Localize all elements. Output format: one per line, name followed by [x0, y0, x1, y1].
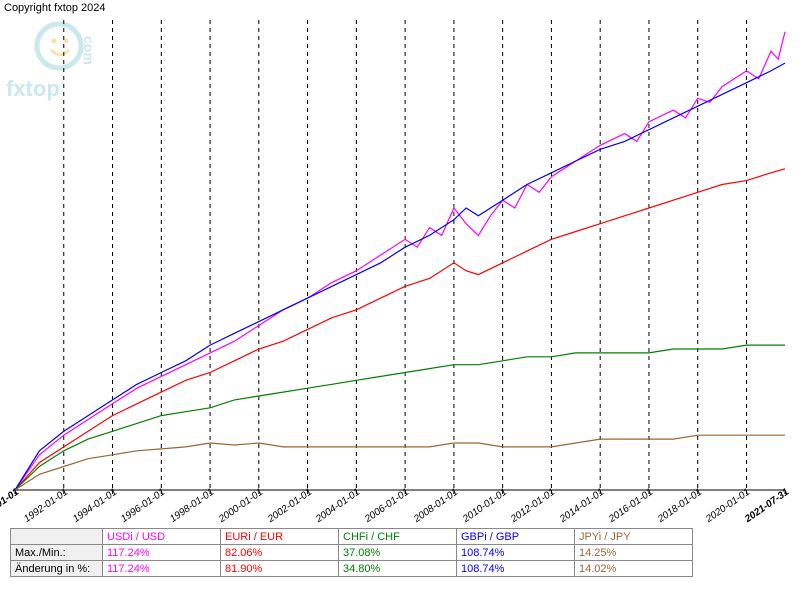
summary-table: USDi / USDEURi / EURCHFi / CHFGBPi / GBP… — [10, 528, 693, 577]
table-row-label — [11, 529, 103, 545]
currency-chart — [10, 15, 790, 495]
table-cell: 81.90% — [221, 561, 339, 577]
table-cell: 14.02% — [575, 561, 693, 577]
copyright-text: Copyright fxtop 2024 — [4, 2, 106, 14]
table-row-label: Änderung in %: — [11, 561, 103, 577]
table-cell: 34.80% — [339, 561, 457, 577]
table-cell: 117.24% — [103, 561, 221, 577]
table-row-label: Max./Min.: — [11, 545, 103, 561]
table-cell: 108.74% — [457, 561, 575, 577]
table-cell: 108.74% — [457, 545, 575, 561]
table-cell: 14.25% — [575, 545, 693, 561]
table-cell: 37.08% — [339, 545, 457, 561]
table-cell: CHFi / CHF — [339, 529, 457, 545]
x-tick-label: 1990-01-01 — [0, 487, 21, 525]
table-cell: GBPi / GBP — [457, 529, 575, 545]
table-cell: USDi / USD — [103, 529, 221, 545]
table-cell: EURi / EUR — [221, 529, 339, 545]
table-cell: JPYi / JPY — [575, 529, 693, 545]
x-axis-labels: 1990-01-011992-01-011994-01-011996-01-01… — [0, 498, 800, 526]
table-cell: 82.06% — [221, 545, 339, 561]
table-cell: 117.24% — [103, 545, 221, 561]
